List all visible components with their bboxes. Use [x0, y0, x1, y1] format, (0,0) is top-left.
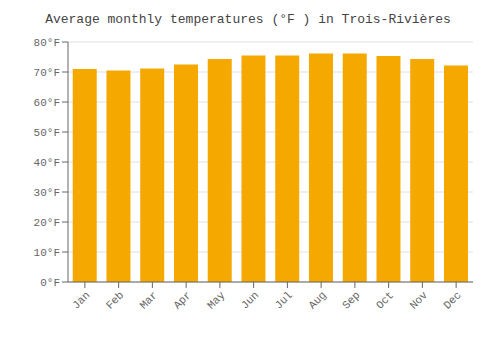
svg-text:80°F: 80°F: [34, 37, 60, 49]
svg-text:Mar: Mar: [138, 289, 160, 311]
svg-text:Jan: Jan: [70, 289, 92, 311]
svg-text:40°F: 40°F: [34, 157, 60, 169]
svg-text:0°F: 0°F: [40, 277, 60, 289]
svg-text:Jun: Jun: [239, 289, 261, 311]
svg-text:Dec: Dec: [441, 289, 463, 311]
svg-text:Oct: Oct: [374, 289, 396, 311]
svg-text:30°F: 30°F: [34, 187, 60, 199]
svg-text:20°F: 20°F: [34, 217, 60, 229]
svg-text:70°F: 70°F: [34, 67, 60, 79]
svg-text:Sep: Sep: [340, 289, 362, 311]
svg-text:Nov: Nov: [408, 289, 431, 312]
html-text:Average monthly temperatures (: Average monthly temperatures (°F ) in Tr…: [45, 12, 451, 27]
svg-text:50°F: 50°F: [34, 127, 60, 139]
svg-text:Apr: Apr: [171, 289, 193, 311]
svg-text:60°F: 60°F: [34, 97, 60, 109]
svg-text:Jul: Jul: [273, 289, 295, 311]
svg-text:May: May: [205, 289, 228, 312]
svg-text:Aug: Aug: [306, 289, 328, 311]
svg-text:Feb: Feb: [104, 289, 126, 311]
svg-text:10°F: 10°F: [34, 247, 60, 259]
